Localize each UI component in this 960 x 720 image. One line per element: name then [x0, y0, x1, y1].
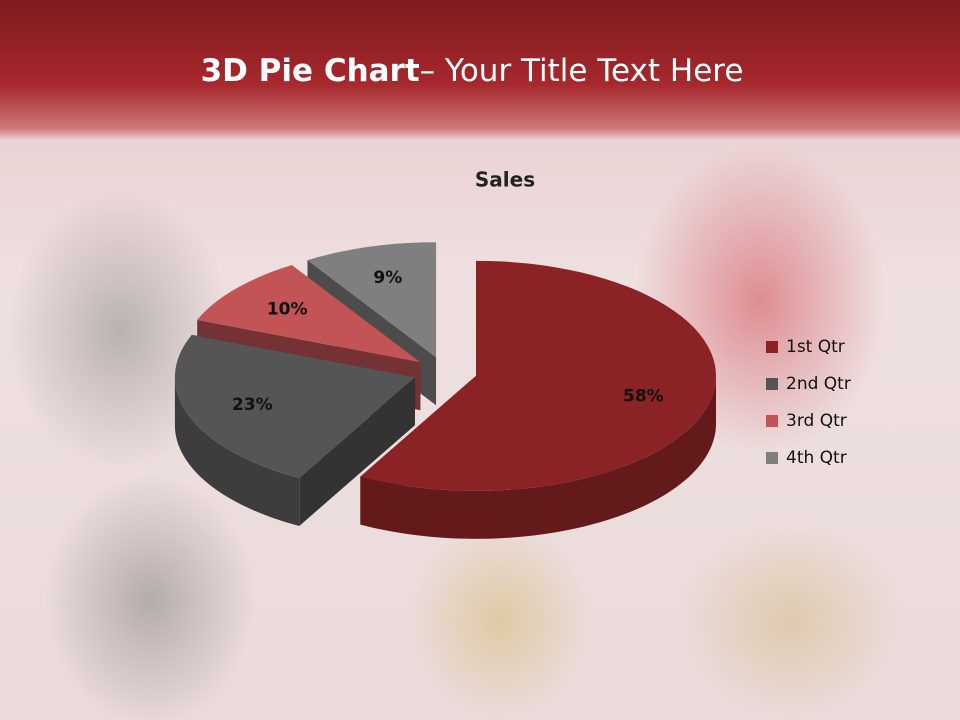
- pie-slice: [174, 334, 415, 478]
- chart-title: Sales: [475, 168, 535, 192]
- pie-slice: [197, 265, 421, 363]
- legend-label: 3rd Qtr: [786, 411, 847, 431]
- legend-swatch: [766, 415, 778, 427]
- legend-swatch: [766, 341, 778, 353]
- data-label: 10%: [267, 299, 308, 319]
- legend-swatch: [766, 452, 778, 464]
- pie-slice: [360, 260, 716, 491]
- data-label: 23%: [232, 395, 273, 415]
- legend-label: 4th Qtr: [786, 448, 847, 468]
- pie-slice: [307, 242, 437, 358]
- data-label: 58%: [623, 386, 664, 406]
- slice-wall: [360, 375, 716, 539]
- title-band: [0, 0, 960, 140]
- title-rest: – Your Title Text Here: [420, 53, 744, 89]
- title-bold: 3D Pie Chart: [201, 53, 420, 89]
- legend-label: 1st Qtr: [786, 337, 845, 357]
- legend-label: 2nd Qtr: [786, 374, 851, 394]
- data-label: 9%: [373, 268, 402, 288]
- slice-wall: [174, 377, 300, 526]
- slide-title: 3D Pie Chart– Your Title Text Here: [201, 53, 744, 89]
- legend-swatch: [766, 378, 778, 390]
